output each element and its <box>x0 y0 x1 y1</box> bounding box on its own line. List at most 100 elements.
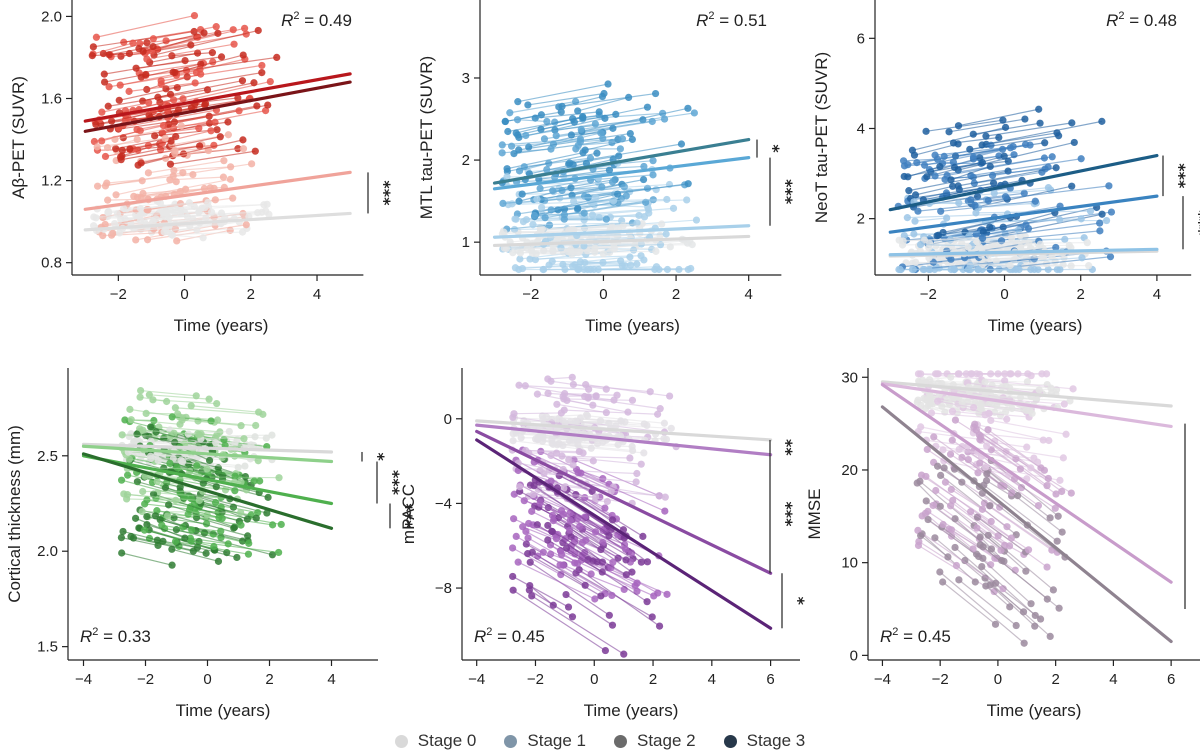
trajectory-line <box>985 122 1072 137</box>
trajectory-point <box>684 180 692 188</box>
x-tick-label: 4 <box>1109 671 1117 688</box>
trajectory-line <box>584 395 615 401</box>
trajectory-line <box>506 224 550 230</box>
trajectory-point <box>566 246 575 254</box>
trajectory-point <box>662 230 670 238</box>
trajectory-point <box>622 192 630 200</box>
trajectory-point <box>116 153 125 161</box>
trajectory-point <box>605 532 613 540</box>
trajectory-line <box>580 138 623 143</box>
trajectory-point <box>1062 430 1070 438</box>
trajectory-point <box>140 526 149 534</box>
trajectory-point <box>683 196 691 204</box>
trajectory-point <box>234 463 242 471</box>
trajectory-point <box>239 51 247 59</box>
trend-line-stage-0 <box>81 442 334 454</box>
trajectory-point <box>613 391 621 399</box>
trajectory-point <box>955 576 963 584</box>
trend-line-stage-0 <box>880 380 1173 408</box>
trajectory-point <box>549 440 557 448</box>
trajectory-point <box>135 524 143 532</box>
trajectory-point <box>986 162 994 171</box>
trajectory-line <box>954 546 997 584</box>
trajectory-point <box>639 175 648 184</box>
x-tick-label: −4 <box>468 671 485 688</box>
trajectory-point <box>213 126 221 134</box>
trajectory-point <box>586 154 595 162</box>
trajectory-point <box>181 56 189 65</box>
trajectory-point <box>262 434 270 442</box>
trajectory-point <box>514 131 522 139</box>
trajectory-point <box>204 144 212 153</box>
trajectory-line <box>981 120 1102 146</box>
trajectory-point <box>142 70 150 79</box>
significance-label: * <box>369 453 388 462</box>
trajectory-line <box>994 187 1049 194</box>
trajectory-line <box>557 428 621 437</box>
subject-trajectories <box>88 11 281 245</box>
x-tick-label: 4 <box>708 671 716 688</box>
trajectory-point <box>621 261 629 270</box>
x-tick-label: 0 <box>1000 286 1008 303</box>
trajectory-point <box>199 234 207 242</box>
trajectory-line <box>923 179 1023 201</box>
trajectory-point <box>533 390 542 398</box>
legend-label-stage-3: Stage 3 <box>746 731 806 750</box>
trajectory-line <box>123 202 161 210</box>
x-tick-label: 2 <box>1051 671 1059 688</box>
trajectory-point <box>174 410 182 418</box>
x-tick-label: −2 <box>527 671 544 688</box>
y-tick-label: 6 <box>857 30 865 47</box>
trajectory-line <box>979 536 1005 562</box>
significance-label: ** <box>777 439 796 456</box>
trajectory-point <box>250 79 258 87</box>
trajectory-line <box>135 517 186 539</box>
trajectory-point <box>915 537 923 546</box>
trajectory-line <box>172 416 212 422</box>
trajectory-point <box>193 462 201 470</box>
trajectory-point <box>658 220 666 228</box>
trajectory-point <box>264 101 272 109</box>
trajectory-line <box>566 547 648 603</box>
trajectory-line <box>987 469 1051 519</box>
trajectory-line <box>581 107 689 132</box>
trajectory-point <box>911 191 920 199</box>
trajectory-line <box>952 410 986 416</box>
trajectory-point <box>201 100 210 108</box>
trajectory-line <box>191 540 279 554</box>
trajectory-line <box>95 103 195 126</box>
trajectory-point <box>217 53 226 61</box>
trajectory-point <box>152 428 160 436</box>
trajectory-point <box>599 258 607 267</box>
trajectory-line <box>969 135 1059 150</box>
trajectory-line <box>518 384 589 398</box>
y-tick-label: 2 <box>857 211 865 228</box>
trajectory-line <box>542 461 574 466</box>
trajectory-point <box>1055 132 1063 140</box>
significance-label: *** <box>384 470 403 496</box>
trajectory-line <box>925 119 1003 132</box>
x-tick-label: −4 <box>874 671 891 688</box>
trajectory-point <box>137 159 145 167</box>
trajectory-point <box>629 246 638 254</box>
significance-label: * <box>764 144 783 153</box>
trajectory-point <box>1068 119 1076 127</box>
trajectory-point <box>903 214 911 222</box>
trajectory-point <box>1036 615 1045 623</box>
trajectory-line <box>976 527 1025 555</box>
trajectory-point <box>500 228 508 236</box>
trajectory-point <box>503 173 511 181</box>
trajectory-point <box>1006 261 1014 270</box>
trajectory-line <box>115 181 177 196</box>
trajectory-line <box>535 111 600 119</box>
trajectory-point <box>191 79 199 87</box>
trajectory-line <box>527 247 615 250</box>
trajectory-line <box>189 509 223 519</box>
trajectory-point <box>187 495 195 503</box>
trajectory-point <box>558 452 566 460</box>
trajectory-line <box>108 89 208 107</box>
trajectory-point <box>605 166 614 174</box>
trajectory-line <box>512 575 569 608</box>
x-axis-label: Time (years) <box>176 701 271 720</box>
trajectory-point <box>917 370 925 378</box>
